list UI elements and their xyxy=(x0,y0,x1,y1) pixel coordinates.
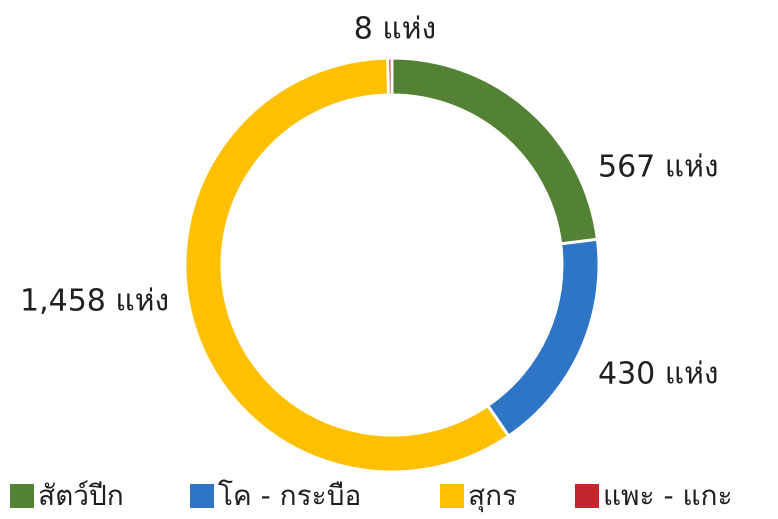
legend-label: แพะ - แกะ xyxy=(603,479,733,512)
legend-swatch xyxy=(10,484,34,508)
legend-swatch xyxy=(190,484,214,508)
legend-label: สุกร xyxy=(468,479,517,513)
data-label: 430 แห่ง xyxy=(598,357,719,392)
legend-swatch xyxy=(440,484,464,508)
data-label: 1,458 แห่ง xyxy=(20,284,169,319)
donut-segment xyxy=(485,237,601,439)
legend-label: โค - กระบือ xyxy=(218,479,361,512)
donut-segment xyxy=(386,56,394,97)
legend-swatch xyxy=(575,484,599,508)
data-label: 8 แห่ง xyxy=(354,12,436,47)
legend-label: สัตว์ปีก xyxy=(38,479,124,512)
donut-segment xyxy=(390,56,600,246)
donut-segment xyxy=(183,56,511,474)
data-label: 567 แห่ง xyxy=(598,150,719,185)
